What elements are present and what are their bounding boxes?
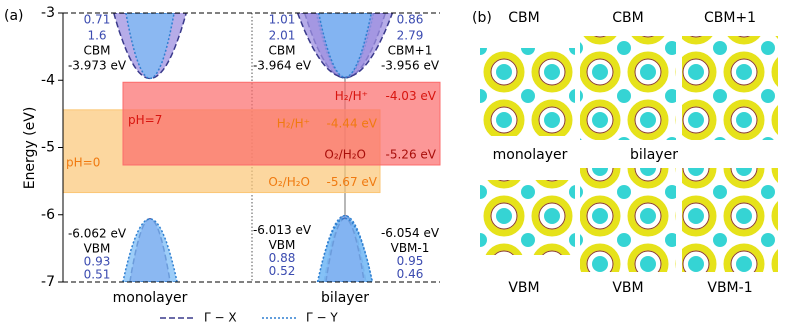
- effective-mass: 0.51: [84, 267, 111, 281]
- effective-mass: 0.93: [84, 254, 111, 268]
- bands: [113, 13, 394, 282]
- legend-label: Γ − X: [204, 311, 237, 325]
- band-name: VBM-1: [391, 241, 430, 255]
- y-tick-label: -3: [41, 5, 55, 21]
- redox-window: [122, 81, 441, 166]
- band-name: CBM: [84, 44, 111, 58]
- redox-name: O₂/H₂O: [268, 175, 310, 189]
- redox-name: H₂/H⁺: [277, 116, 310, 130]
- redox-value: -5.67 eV: [327, 175, 378, 189]
- effective-mass: 0.46: [397, 267, 424, 281]
- band-name: VBM: [269, 238, 296, 252]
- x-tick-label: bilayer: [321, 290, 369, 306]
- band-curve: [317, 13, 373, 79]
- effective-mass: 1.6: [87, 29, 106, 43]
- orbital-image: [480, 180, 575, 255]
- y-tick-label: -4: [41, 72, 55, 88]
- orbital-label: VBM-1: [707, 280, 752, 296]
- y-axis-label: Energy (eV): [22, 107, 38, 190]
- redox-value: -5.26 eV: [386, 147, 437, 161]
- x-tick-label: monolayer: [113, 290, 188, 306]
- ph-label: pH=0: [66, 156, 100, 170]
- effective-mass: 0.71: [84, 13, 111, 27]
- effective-mass: 1.01: [269, 13, 296, 27]
- redox-value: -4.03 eV: [386, 89, 437, 103]
- ph-label: pH=7: [128, 113, 162, 127]
- orbital-label: VBM: [612, 280, 643, 296]
- orbital-label: CBM+1: [704, 10, 756, 26]
- band-curve: [122, 218, 178, 282]
- band-name: VBM: [84, 241, 111, 255]
- band-name: CBM+1: [388, 44, 433, 58]
- effective-mass: 0.88: [269, 251, 296, 265]
- panel-label: (a): [4, 8, 24, 24]
- structure-label: monolayer: [493, 147, 568, 163]
- effective-mass: 0.86: [397, 13, 424, 27]
- band-energy: -6.054 eV: [381, 226, 440, 240]
- band-energy: -3.964 eV: [253, 59, 312, 73]
- redox-name: O₂/H₂O: [324, 147, 366, 161]
- band-curve: [316, 217, 374, 282]
- band-energy: -3.956 eV: [381, 59, 440, 73]
- structure-label: bilayer: [630, 147, 678, 163]
- legend-label: Γ − Y: [306, 311, 338, 325]
- orbital-image: [682, 168, 778, 272]
- y-tick-label: -6: [41, 207, 55, 223]
- effective-mass: 2.79: [397, 29, 424, 43]
- band-energy: -6.062 eV: [68, 226, 127, 240]
- orbital-label: CBM: [508, 10, 539, 26]
- orbital-image: [480, 48, 575, 136]
- redox-name: H₂/H⁺: [335, 89, 368, 103]
- y-tick-label: -7: [41, 274, 55, 290]
- effective-mass: 0.95: [397, 254, 424, 268]
- band-name: CBM: [269, 44, 296, 58]
- orbital-label: CBM: [612, 10, 643, 26]
- y-tick-label: -5: [41, 140, 55, 156]
- effective-mass: 2.01: [269, 29, 296, 43]
- orbital-image: [580, 36, 676, 140]
- band-energy: -6.013 eV: [253, 223, 312, 237]
- band-energy: -3.973 eV: [68, 59, 127, 73]
- panel-label: (b): [472, 10, 492, 26]
- orbital-label: VBM: [508, 280, 539, 296]
- orbital-image: [682, 36, 778, 140]
- orbital-image: [580, 168, 676, 272]
- orbital-images: [480, 36, 778, 272]
- band-curve: [125, 13, 175, 80]
- redox-value: -4.44 eV: [327, 116, 378, 130]
- effective-mass: 0.52: [269, 264, 296, 278]
